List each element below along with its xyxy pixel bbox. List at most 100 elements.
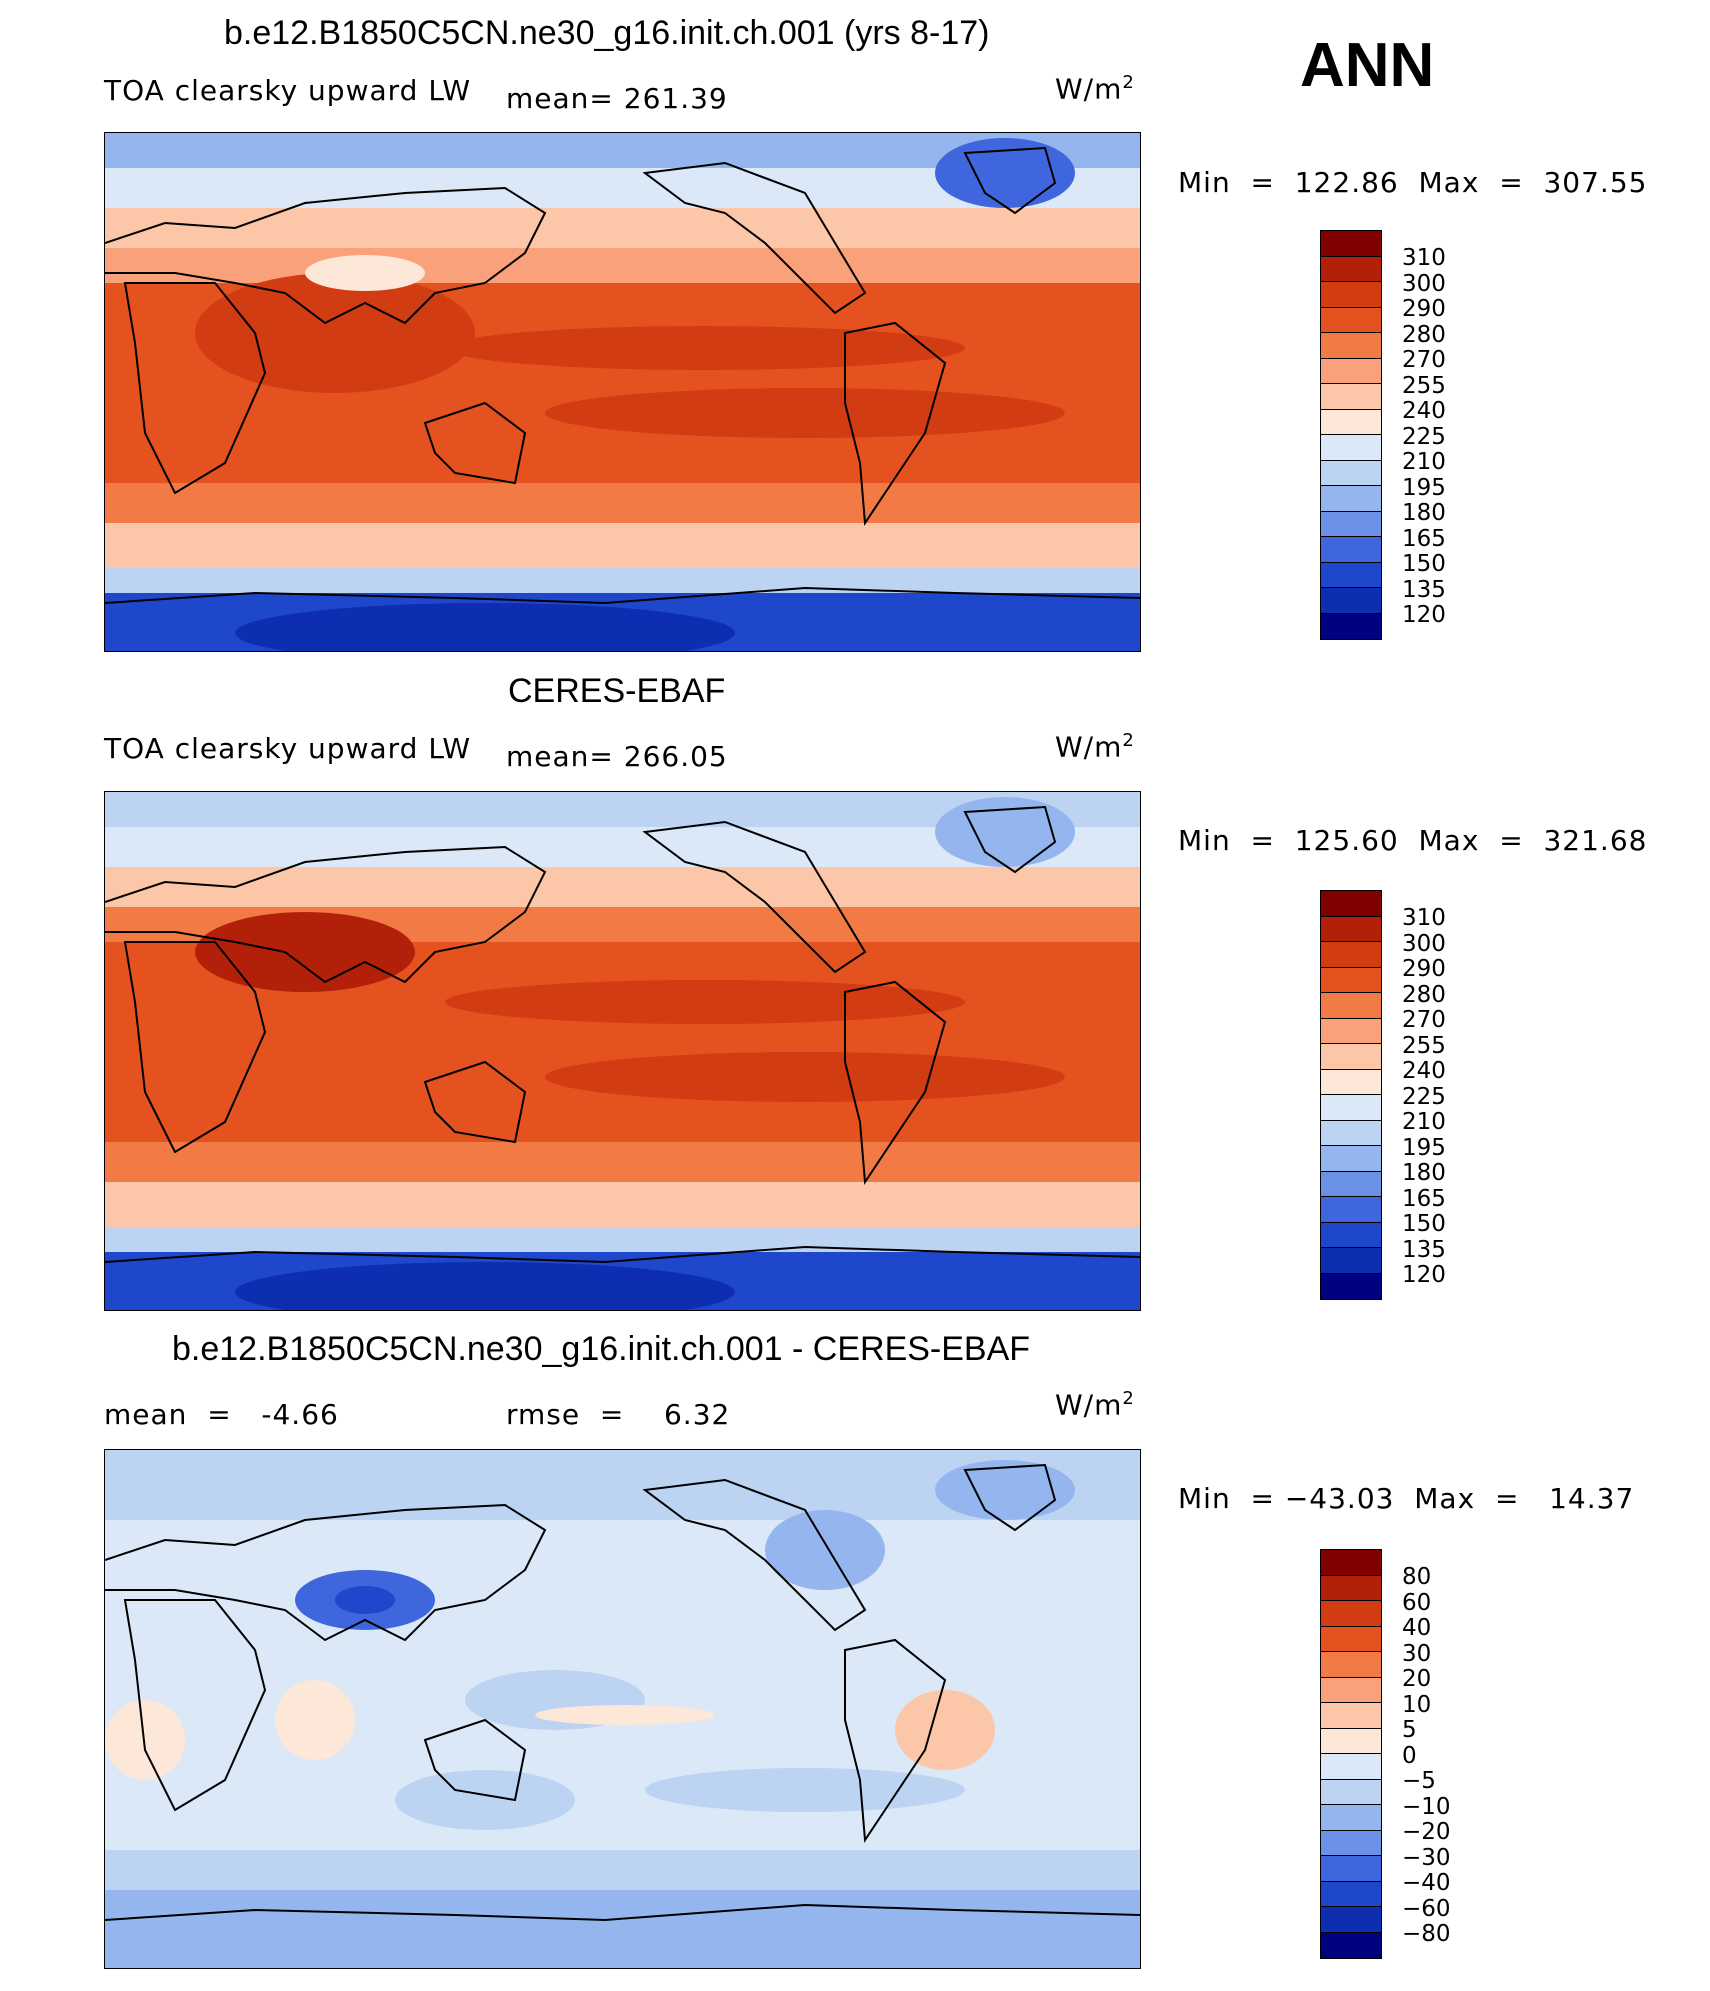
colorbar-swatch <box>1321 1907 1381 1933</box>
colorbar-tick-label: 180 <box>1402 500 1446 526</box>
colorbar-swatch <box>1321 256 1381 282</box>
colorbar-swatch <box>1321 511 1381 537</box>
colorbar-tick-label: 240 <box>1402 398 1446 424</box>
colorbar-tick-label: −60 <box>1402 1895 1451 1922</box>
colorbar-tick-label: 225 <box>1402 423 1446 450</box>
colorbar-tick-label: −5 <box>1402 1768 1436 1794</box>
colorbar-tick-label: 210 <box>1402 449 1446 475</box>
colorbar-swatch <box>1321 1601 1381 1627</box>
colorbar-swatch <box>1321 409 1381 435</box>
panel-1-map <box>104 132 1141 652</box>
colorbar-tick-label: 5 <box>1402 1717 1417 1743</box>
colorbar-tick-label: 10 <box>1402 1691 1432 1718</box>
colorbar-tick-label: 195 <box>1402 1134 1446 1161</box>
colorbar-swatch <box>1321 1652 1381 1678</box>
colorbar-tick-label: 300 <box>1402 270 1446 297</box>
colorbar-tick-label: 60 <box>1402 1589 1432 1616</box>
colorbar-swatch <box>1321 1626 1381 1652</box>
colorbar-tick-label: 310 <box>1402 905 1446 931</box>
colorbar-tick-label: −30 <box>1402 1844 1451 1871</box>
colorbar-swatch <box>1321 1197 1381 1223</box>
colorbar-swatch <box>1321 231 1381 257</box>
colorbar-tick-label: 300 <box>1402 930 1446 957</box>
colorbar-tick-label: 255 <box>1402 372 1446 399</box>
colorbar-swatch <box>1321 358 1381 384</box>
colorbar-tick-label: −40 <box>1402 1870 1451 1896</box>
colorbar-tick-label: 120 <box>1402 602 1446 628</box>
panel-3-map <box>104 1449 1141 1969</box>
colorbar-swatch <box>1321 537 1381 563</box>
panel-1-minmax: Min = 122.86 Max = 307.55 <box>1178 166 1648 199</box>
panel-2-variable-label: TOA clearsky upward LW <box>104 732 472 765</box>
colorbar-tick-label: 225 <box>1402 1083 1446 1110</box>
panel-1-colorbar <box>1320 230 1382 640</box>
colorbar-tick-label: 135 <box>1402 576 1446 603</box>
colorbar-swatch <box>1321 486 1381 512</box>
colorbar-swatch <box>1321 1550 1381 1576</box>
colorbar-swatch <box>1321 435 1381 461</box>
colorbar-tick-label: −80 <box>1402 1921 1451 1947</box>
season-label: ANN <box>1300 31 1435 100</box>
colorbar-tick-label: 180 <box>1402 1160 1446 1186</box>
panel-2-map <box>104 791 1141 1311</box>
colorbar-tick-label: 280 <box>1402 321 1446 348</box>
colorbar-swatch <box>1321 1728 1381 1754</box>
colorbar-tick-label: −20 <box>1402 1819 1451 1845</box>
panel-3-title: b.e12.B1850C5CN.ne30_g16.init.ch.001 - C… <box>172 1330 1031 1368</box>
colorbar-tick-label: 280 <box>1402 981 1446 1008</box>
colorbar-tick-label: 310 <box>1402 245 1446 271</box>
colorbar-tick-label: 0 <box>1402 1742 1417 1769</box>
panel-3-minmax: Min = −43.03 Max = 14.37 <box>1178 1482 1635 1515</box>
colorbar-swatch <box>1321 1830 1381 1856</box>
colorbar-swatch <box>1321 1171 1381 1197</box>
panel-2-units: W/m2 <box>1055 730 1135 764</box>
colorbar-swatch <box>1321 1095 1381 1121</box>
colorbar-tick-label: 135 <box>1402 1236 1446 1263</box>
colorbar-tick-label: 290 <box>1402 956 1446 982</box>
colorbar-swatch <box>1321 1273 1381 1299</box>
panel-3-mean-label: mean = -4.66 <box>104 1398 339 1431</box>
colorbar-swatch <box>1321 1805 1381 1831</box>
panel-3-map-svg <box>105 1450 1140 1968</box>
panel-1-map-svg <box>105 133 1140 651</box>
colorbar-tick-label: −10 <box>1402 1793 1451 1820</box>
panel-3-colorbar-ticks: 80 60 40 30 20 10 5 0 −5 −10 −20 −30 −40 −60 −80 <box>1402 1564 1451 1948</box>
colorbar-tick-label: 80 <box>1402 1564 1432 1590</box>
colorbar-swatch <box>1321 1146 1381 1172</box>
colorbar-tick-label: 255 <box>1402 1032 1446 1059</box>
panel-2-title: CERES-EBAF <box>508 672 726 710</box>
colorbar-swatch <box>1321 1932 1381 1958</box>
panel-1-units: W/m2 <box>1055 72 1135 106</box>
panel-2-mean-label: mean= 266.05 <box>506 740 728 773</box>
colorbar-tick-label: 20 <box>1402 1666 1432 1692</box>
panel-2-map-svg <box>105 792 1140 1310</box>
colorbar-swatch <box>1321 1779 1381 1805</box>
colorbar-swatch <box>1321 891 1381 917</box>
panel-1-colorbar-ticks: 310 300 290 280 270 255 240 225 210 195 180 165 150 1… <box>1402 245 1446 629</box>
panel-3-rmse-label: rmse = 6.32 <box>506 1398 731 1431</box>
colorbar-swatch <box>1321 613 1381 639</box>
colorbar-swatch <box>1321 942 1381 968</box>
colorbar-tick-label: 210 <box>1402 1109 1446 1135</box>
colorbar-swatch <box>1321 1248 1381 1274</box>
colorbar-tick-label: 240 <box>1402 1058 1446 1084</box>
colorbar-tick-label: 270 <box>1402 1007 1446 1033</box>
colorbar-tick-label: 195 <box>1402 474 1446 501</box>
colorbar-swatch <box>1321 460 1381 486</box>
colorbar-swatch <box>1321 562 1381 588</box>
colorbar-swatch <box>1321 916 1381 942</box>
colorbar-swatch <box>1321 1018 1381 1044</box>
colorbar-tick-label: 150 <box>1402 1211 1446 1237</box>
colorbar-tick-label: 270 <box>1402 347 1446 373</box>
colorbar-swatch <box>1321 967 1381 993</box>
colorbar-swatch <box>1321 1856 1381 1882</box>
panel-2-minmax: Min = 125.60 Max = 321.68 <box>1178 824 1648 857</box>
colorbar-swatch <box>1321 993 1381 1019</box>
colorbar-tick-label: 40 <box>1402 1615 1432 1641</box>
colorbar-swatch <box>1321 1703 1381 1729</box>
colorbar-tick-label: 30 <box>1402 1640 1432 1667</box>
colorbar-swatch <box>1321 1677 1381 1703</box>
colorbar-swatch <box>1321 588 1381 614</box>
colorbar-swatch <box>1321 282 1381 308</box>
colorbar-swatch <box>1321 307 1381 333</box>
